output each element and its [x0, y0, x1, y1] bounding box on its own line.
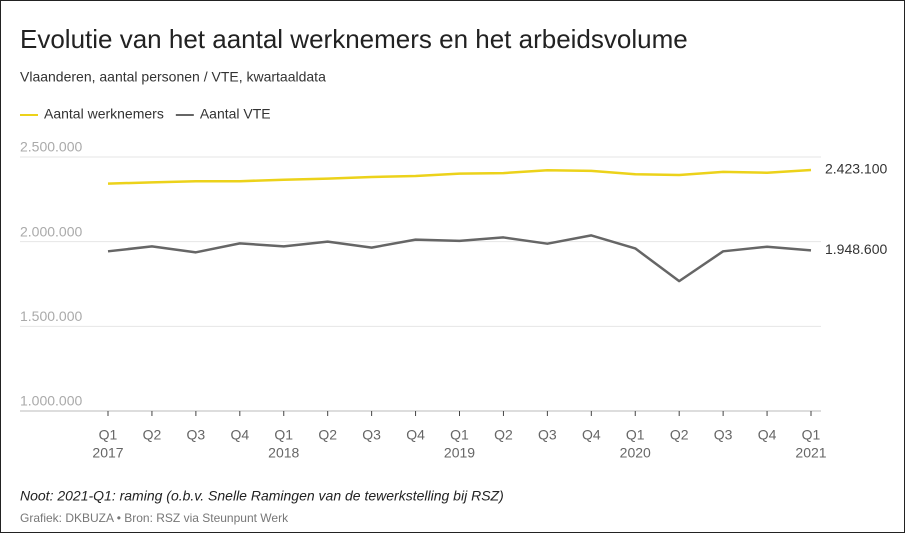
x-tick-label: Q4 — [758, 427, 777, 443]
chart-title: Evolutie van het aantal werknemers en he… — [20, 24, 688, 54]
source: Grafiek: DKBUZA • Bron: RSZ via Steunpun… — [20, 511, 289, 525]
x-tick-label: Q3 — [187, 427, 206, 443]
x-year-label: 2020 — [620, 445, 651, 461]
x-tick-label: Q3 — [714, 427, 733, 443]
series-line — [107, 234, 812, 283]
y-tick-label: 2.000.000 — [20, 223, 82, 239]
x-tick-label: Q4 — [230, 427, 249, 443]
value-label: 1.948.600 — [825, 241, 887, 257]
x-tick-label: Q4 — [406, 427, 425, 443]
x-tick-label: Q2 — [318, 427, 337, 443]
x-tick-label: Q2 — [670, 427, 689, 443]
x-year-label: 2018 — [268, 445, 299, 461]
x-tick-label: Q2 — [494, 427, 513, 443]
legend-label: Aantal VTE — [200, 106, 271, 122]
y-tick-label: 1.000.000 — [20, 393, 82, 409]
legend-label: Aantal werknemers — [44, 106, 164, 122]
x-tick-label: Q1 — [626, 427, 645, 443]
x-year-label: 2017 — [92, 445, 123, 461]
value-label: 2.423.100 — [825, 161, 887, 177]
x-tick-label: Q4 — [582, 427, 601, 443]
x-tick-label: Q1 — [450, 427, 469, 443]
y-tick-label: 1.500.000 — [20, 308, 82, 324]
x-tick-label: Q3 — [362, 427, 381, 443]
x-tick-label: Q2 — [143, 427, 162, 443]
note: Noot: 2021-Q1: raming (o.b.v. Snelle Ram… — [20, 488, 504, 504]
x-year-label: 2019 — [444, 445, 475, 461]
x-tick-label: Q1 — [274, 427, 293, 443]
series-line — [107, 168, 812, 185]
x-year-label: 2021 — [795, 445, 826, 461]
chart-subtitle: Vlaanderen, aantal personen / VTE, kwart… — [20, 69, 326, 85]
x-tick-label: Q1 — [802, 427, 821, 443]
x-tick-label: Q3 — [538, 427, 557, 443]
x-tick-label: Q1 — [99, 427, 118, 443]
y-tick-label: 2.500.000 — [20, 139, 82, 155]
